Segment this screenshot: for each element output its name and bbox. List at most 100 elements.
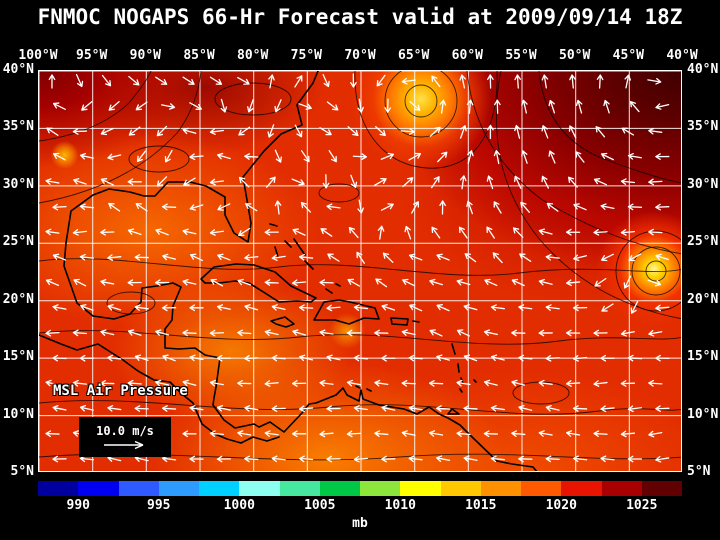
- lon-label: 100°W: [18, 48, 58, 63]
- wind-arrow: [627, 405, 642, 413]
- lon-label: 85°W: [183, 48, 215, 63]
- wind-arrow: [298, 405, 314, 413]
- wind-arrow: [189, 204, 204, 211]
- lat-label-right: 40°N: [687, 62, 719, 77]
- wind-arrow: [514, 74, 522, 89]
- wind-arrow: [623, 275, 632, 289]
- wind-arrow: [374, 430, 389, 437]
- wind-arrow: [655, 455, 670, 463]
- wind-arrow: [380, 203, 394, 211]
- wind-arrow: [189, 405, 204, 412]
- colorbar-segment: [279, 481, 320, 496]
- wind-arrow: [408, 455, 423, 463]
- wind-arrow: [264, 228, 279, 236]
- wind-arrow: [326, 405, 341, 412]
- colorbar-tick-label: 1010: [384, 498, 416, 513]
- wind-arrow: [458, 226, 468, 239]
- wind-arrow: [490, 354, 505, 362]
- wind-arrow: [486, 175, 494, 190]
- wind-arrow: [237, 380, 252, 387]
- wind-arrow: [100, 127, 114, 136]
- wind-arrow: [271, 405, 286, 412]
- wind-arrow: [648, 127, 663, 135]
- wind-arrow: [519, 253, 532, 262]
- colorbar-segment: [360, 481, 401, 496]
- wind-arrow: [79, 203, 95, 211]
- wind-arrow: [216, 354, 232, 362]
- wind-arrow: [353, 304, 369, 311]
- wind-arrow: [518, 354, 533, 362]
- wind-arrow: [548, 99, 556, 114]
- wind-arrow: [565, 228, 581, 236]
- wind-arrow: [514, 175, 522, 189]
- wind-arrow: [600, 253, 614, 262]
- wind-arrow: [182, 127, 197, 135]
- wind-arrow: [182, 430, 197, 438]
- wind-arrow: [401, 430, 416, 437]
- lon-label: 80°W: [237, 48, 269, 63]
- wind-arrow: [520, 201, 530, 213]
- wind-arrow: [216, 455, 232, 463]
- wind-arrow: [45, 329, 60, 337]
- wind-arrow: [350, 73, 357, 88]
- wind-arrow: [546, 202, 559, 212]
- wind-arrow: [541, 74, 549, 89]
- wind-arrow: [237, 278, 252, 286]
- wind-arrow: [189, 153, 204, 161]
- wind-arrow: [346, 379, 361, 387]
- wind-arrow: [545, 354, 560, 362]
- wind-arrow: [46, 127, 59, 136]
- wind-arrow: [128, 75, 140, 86]
- wind-arrow: [436, 304, 450, 312]
- wind-arrow: [237, 329, 252, 337]
- wind-arrow: [647, 279, 662, 287]
- wind-arrow: [45, 278, 60, 287]
- wind-arrow: [245, 203, 258, 212]
- wind-arrow: [237, 76, 250, 85]
- wind-arrow: [483, 379, 498, 387]
- wind-arrow: [439, 99, 447, 114]
- wind-arrow: [52, 354, 67, 362]
- wind-arrow: [565, 279, 581, 287]
- wind-arrow: [511, 379, 526, 387]
- wind-arrow: [72, 128, 88, 135]
- wind-arrow: [518, 304, 533, 311]
- wind-arrow: [620, 228, 636, 236]
- wind-arrow: [411, 201, 419, 214]
- wind-arrow: [294, 75, 303, 88]
- lat-label-right: 35°N: [687, 119, 719, 135]
- wind-arrow: [274, 99, 282, 113]
- wind-arrow: [521, 99, 528, 114]
- lon-label: 60°W: [451, 48, 483, 63]
- wind-arrow: [350, 174, 358, 189]
- forecast-title: FNMOC NOGAPS 66-Hr Forecast valid at 200…: [37, 5, 683, 29]
- lat-label-right: 15°N: [687, 349, 719, 365]
- wind-arrow: [217, 203, 231, 211]
- lat-label-left: 25°N: [2, 234, 34, 250]
- wind-arrow: [347, 278, 361, 287]
- wind-arrow: [408, 152, 422, 161]
- wind-arrow: [264, 279, 279, 286]
- colorbar-segment: [239, 481, 280, 496]
- wind-arrow: [627, 455, 643, 463]
- wind-arrow: [538, 228, 553, 236]
- wind-arrow: [603, 99, 610, 114]
- wind-arrow: [127, 329, 142, 336]
- wind-arrow: [545, 253, 560, 261]
- colorbar-segment: [561, 481, 602, 496]
- wind-arrow: [182, 228, 197, 236]
- wind-arrow: [164, 149, 173, 163]
- wind-arrow: [352, 153, 368, 161]
- wind-arrow: [52, 253, 67, 261]
- wind-arrow: [127, 228, 142, 236]
- wind-arrow: [238, 126, 251, 136]
- wind-arrow: [72, 229, 88, 236]
- lat-label-left: 20°N: [2, 291, 34, 307]
- wind-arrow: [467, 150, 474, 165]
- wind-arrow: [107, 304, 122, 311]
- wind-arrow: [408, 253, 423, 261]
- wind-arrow: [301, 150, 310, 163]
- wind-arrow: [541, 175, 549, 189]
- wind-arrow: [487, 124, 494, 140]
